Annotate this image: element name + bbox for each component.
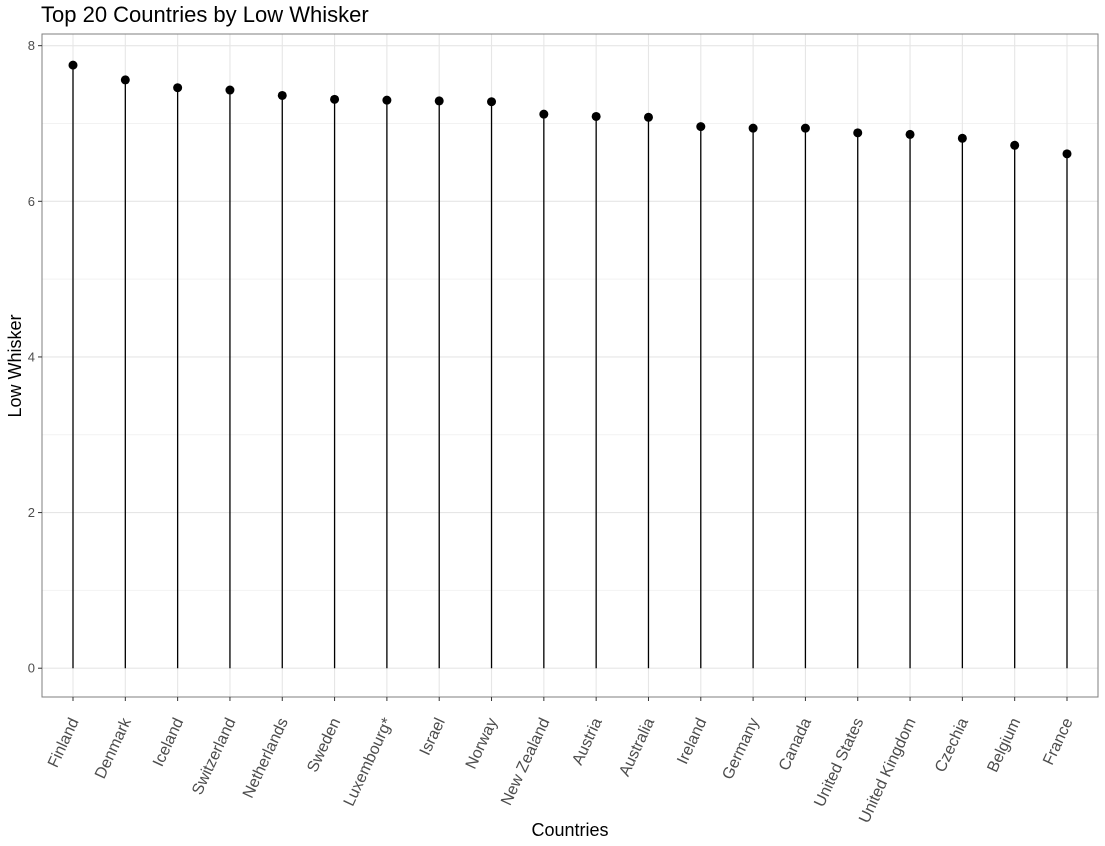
data-point xyxy=(905,129,915,139)
data-point xyxy=(748,123,758,133)
x-tick-label: New Zealand xyxy=(498,716,553,809)
y-axis-title: Low Whisker xyxy=(5,314,25,417)
y-tick-label: 8 xyxy=(28,38,35,53)
x-axis: Finland Denmark Iceland Switzerland Netherla… xyxy=(45,697,1077,826)
data-point xyxy=(800,123,810,133)
data-point xyxy=(696,122,706,132)
y-tick-label: 4 xyxy=(28,349,35,364)
stems xyxy=(72,65,1068,669)
y-tick-label: 6 xyxy=(28,194,35,209)
data-point xyxy=(382,95,392,105)
data-point xyxy=(225,85,235,95)
x-tick-label: Norway xyxy=(463,716,501,772)
grid xyxy=(42,34,1098,697)
x-tick-label: Denmark xyxy=(92,715,135,782)
chart-title: Top 20 Countries by Low Whisker xyxy=(41,2,369,27)
data-point xyxy=(173,83,183,93)
x-tick-label: United Kingdom xyxy=(856,716,920,826)
data-point xyxy=(277,90,287,100)
y-tick-label: 2 xyxy=(28,505,35,520)
x-tick-label: Switzerland xyxy=(189,716,239,798)
x-tick-label: Belgium xyxy=(984,716,1024,776)
x-axis-title: Countries xyxy=(531,820,608,840)
x-tick-label: Austria xyxy=(569,715,605,767)
x-tick-label: Iceland xyxy=(150,716,187,770)
data-point xyxy=(68,60,78,70)
data-point xyxy=(434,96,444,106)
x-tick-label: Germany xyxy=(720,716,763,783)
data-point xyxy=(643,112,653,122)
x-tick-label: Netherlands xyxy=(240,716,292,801)
data-point xyxy=(487,97,497,107)
data-point xyxy=(539,109,549,119)
data-point xyxy=(1010,140,1020,150)
x-tick-label: Czechia xyxy=(932,715,972,775)
x-tick-label: Sweden xyxy=(304,716,344,776)
data-point xyxy=(1062,149,1072,159)
x-tick-label: France xyxy=(1040,715,1076,767)
x-tick-label: Canada xyxy=(776,715,815,773)
points xyxy=(68,60,1072,159)
y-axis: 0 2 4 6 8 xyxy=(28,38,42,676)
y-tick-label: 0 xyxy=(28,661,35,676)
data-point xyxy=(853,128,863,138)
data-point xyxy=(591,111,601,121)
x-tick-label: Israel xyxy=(417,716,449,759)
data-point xyxy=(957,133,967,143)
data-point xyxy=(120,75,130,85)
x-tick-label: United States xyxy=(811,716,867,810)
x-tick-label: Australia xyxy=(616,715,658,779)
x-tick-label: Luxembourg* xyxy=(341,716,397,809)
data-point xyxy=(330,94,340,104)
x-tick-label: Ireland xyxy=(674,716,710,768)
panel-border xyxy=(41,33,1099,698)
x-tick-label: Finland xyxy=(45,716,83,771)
